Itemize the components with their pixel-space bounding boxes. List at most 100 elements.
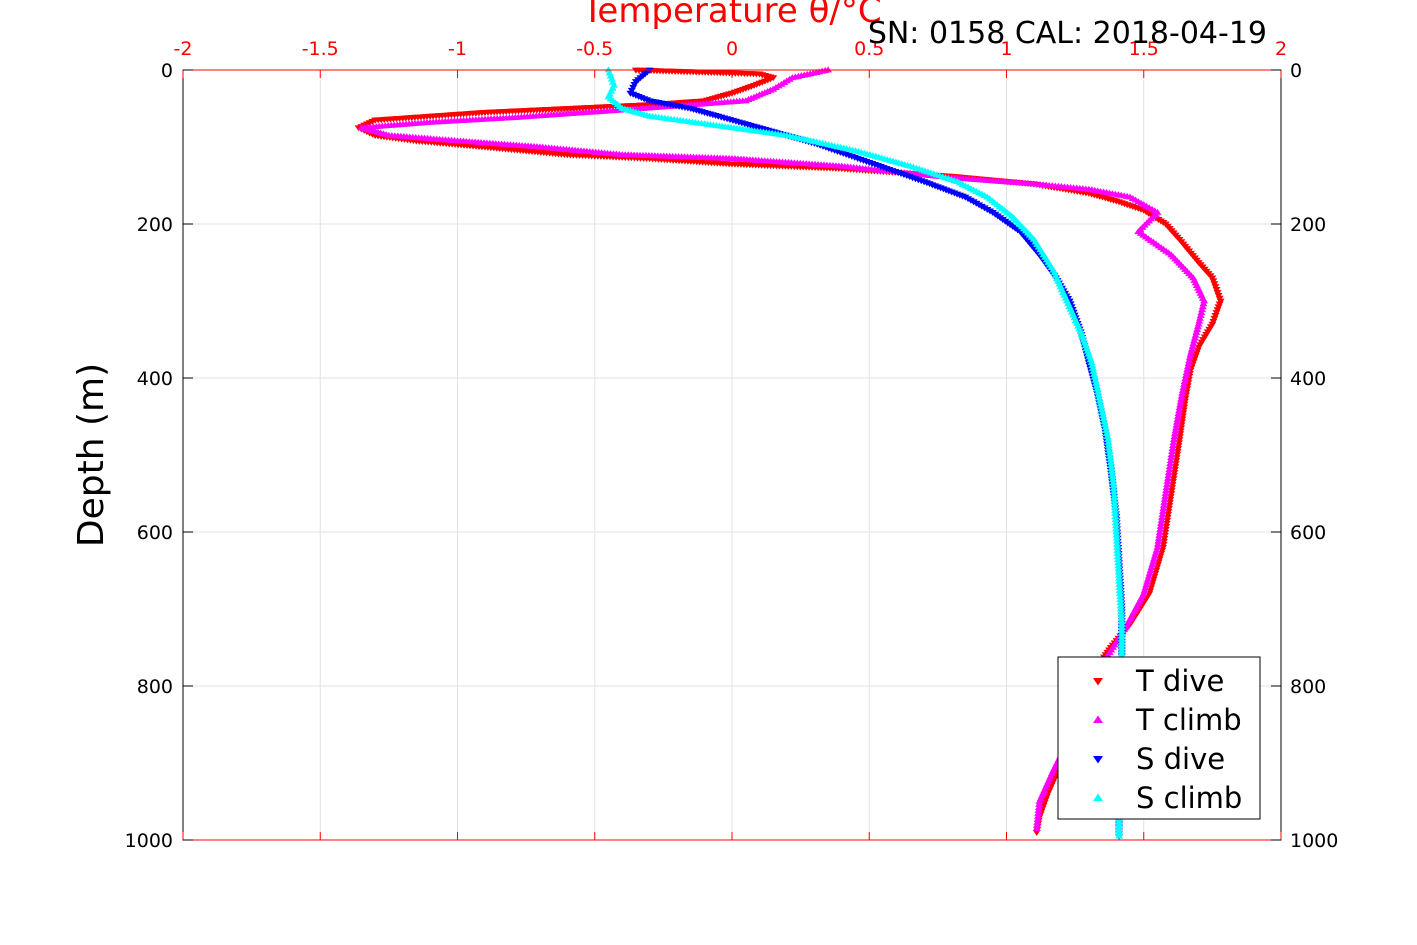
data-point xyxy=(1197,308,1206,315)
data-point xyxy=(1098,409,1107,416)
data-point xyxy=(1189,340,1198,347)
data-point xyxy=(1107,461,1116,468)
data-point xyxy=(1111,522,1120,529)
data-point xyxy=(1112,528,1121,535)
y-tick-label-left: 200 xyxy=(137,214,173,236)
data-point xyxy=(1092,382,1101,389)
data-point xyxy=(1105,444,1114,451)
data-point xyxy=(1117,617,1126,624)
data-point xyxy=(1145,569,1154,576)
y-tick-label-left: 0 xyxy=(161,60,173,82)
data-point xyxy=(1170,433,1179,440)
data-point xyxy=(1180,380,1189,387)
data-point xyxy=(1179,383,1188,390)
data-point xyxy=(1190,337,1199,344)
x-tick-label: 0 xyxy=(726,38,738,60)
data-point xyxy=(1182,369,1191,376)
data-point xyxy=(1113,546,1122,553)
data-point xyxy=(1093,385,1102,392)
data-point xyxy=(1196,314,1205,321)
data-point xyxy=(1158,507,1167,514)
x-tick-label: 1 xyxy=(1000,38,1012,60)
data-point xyxy=(1166,459,1175,466)
legend-label: T dive xyxy=(1135,664,1224,698)
data-point xyxy=(1152,546,1161,553)
data-point xyxy=(1162,486,1171,493)
data-point xyxy=(1102,430,1111,437)
data-point xyxy=(1166,456,1175,463)
data-point xyxy=(1150,552,1159,559)
data-point xyxy=(1168,447,1177,454)
data-point xyxy=(1165,465,1174,472)
legend-label: S dive xyxy=(1136,742,1225,776)
data-point xyxy=(1199,300,1208,307)
data-point xyxy=(1110,491,1119,498)
data-point xyxy=(1159,504,1168,511)
data-point xyxy=(1185,357,1194,364)
data-point xyxy=(1115,832,1124,839)
data-point xyxy=(1170,430,1179,437)
data-point xyxy=(1200,297,1209,304)
data-point xyxy=(1033,812,1042,819)
data-point xyxy=(1192,328,1201,335)
data-point xyxy=(1184,360,1193,367)
data-point xyxy=(1112,531,1121,538)
data-point xyxy=(1108,473,1117,480)
data-point xyxy=(1181,374,1190,381)
data-point xyxy=(1161,489,1170,496)
data-point xyxy=(1117,608,1126,615)
data-point xyxy=(1092,379,1101,386)
data-point xyxy=(1188,342,1197,349)
data-point xyxy=(1174,412,1183,419)
data-point xyxy=(1141,584,1150,591)
data-point xyxy=(1171,427,1180,434)
data-point xyxy=(1111,509,1120,516)
data-point xyxy=(1151,549,1160,556)
data-point xyxy=(1114,565,1123,572)
data-point xyxy=(1091,376,1100,383)
data-point xyxy=(1178,389,1187,396)
data-point xyxy=(1094,391,1103,398)
data-point xyxy=(1096,400,1105,407)
data-point xyxy=(1035,797,1044,804)
data-point xyxy=(1163,480,1172,487)
data-point xyxy=(1112,534,1121,541)
data-point xyxy=(1115,586,1124,593)
data-point xyxy=(1163,477,1172,484)
data-point xyxy=(1116,599,1125,606)
data-point xyxy=(1172,421,1181,428)
data-point xyxy=(1113,543,1122,550)
data-point xyxy=(1034,803,1043,810)
data-point xyxy=(1033,818,1042,825)
x-tick-label: 2 xyxy=(1275,38,1287,60)
data-point xyxy=(1169,436,1178,442)
x-tick-label: -1 xyxy=(448,38,467,60)
data-point xyxy=(1147,564,1156,571)
data-point xyxy=(1117,611,1126,618)
data-point xyxy=(1100,418,1109,425)
data-point xyxy=(1156,525,1165,532)
data-point xyxy=(1090,373,1099,380)
data-point xyxy=(1111,519,1120,526)
data-point xyxy=(1113,549,1122,556)
legend-label: T climb xyxy=(1135,703,1242,737)
data-point xyxy=(1154,534,1163,541)
data-point xyxy=(1113,540,1122,547)
legend-marker xyxy=(1093,678,1103,686)
data-point xyxy=(1162,483,1171,490)
data-point xyxy=(1111,506,1120,513)
data-point xyxy=(1108,476,1117,483)
data-point xyxy=(1196,311,1205,318)
legend-marker xyxy=(1093,715,1103,723)
data-point xyxy=(1097,403,1106,410)
data-point xyxy=(1186,351,1195,358)
y-tick-label-left: 1000 xyxy=(125,830,173,852)
data-point xyxy=(1149,558,1158,565)
data-point xyxy=(1140,587,1149,594)
data-point xyxy=(1157,519,1166,526)
y-tick-label-left: 400 xyxy=(137,368,173,390)
data-point xyxy=(1181,372,1190,379)
data-point xyxy=(1104,438,1113,445)
